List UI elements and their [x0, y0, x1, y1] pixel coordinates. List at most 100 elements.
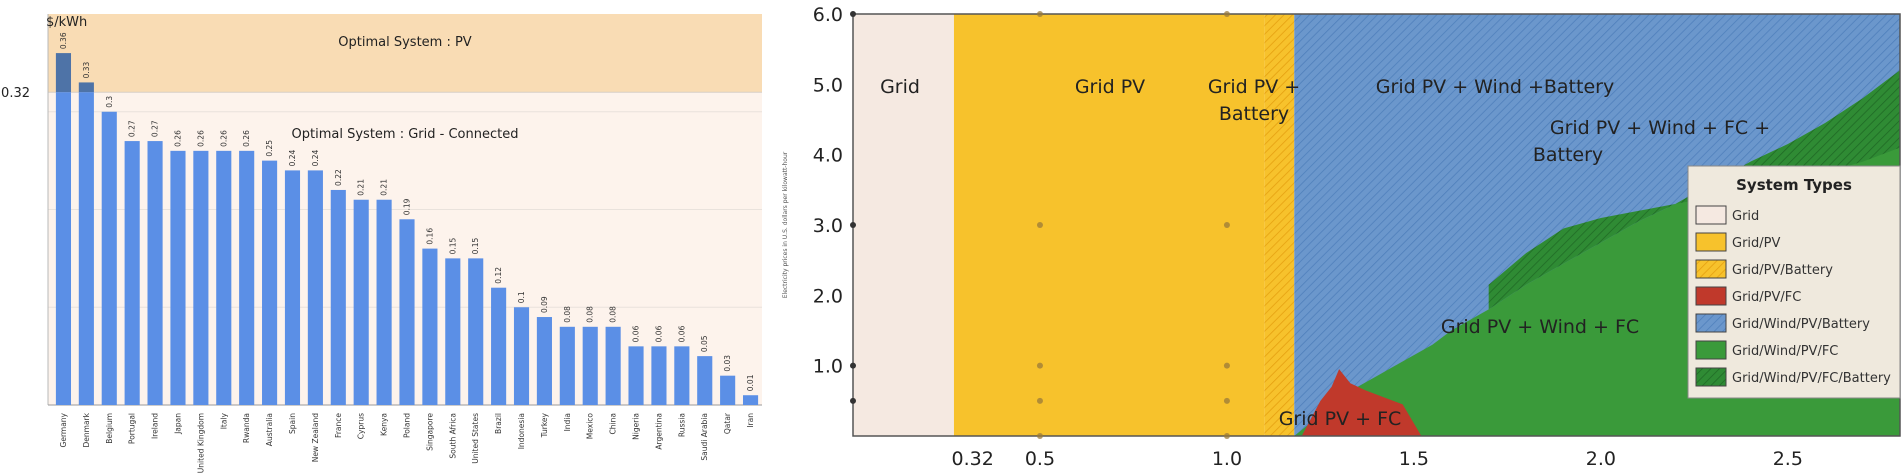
bar-value-label: 0.06	[677, 325, 686, 342]
country-tick-label: Turkey	[540, 412, 549, 438]
legend-swatch	[1695, 259, 1727, 279]
bar-value-label: 0.33	[82, 61, 91, 78]
bar	[445, 258, 461, 405]
country-tick-label: Argentina	[654, 413, 663, 450]
country-tick-label: India	[563, 413, 572, 431]
country-tick-label: Ireland	[151, 413, 160, 439]
bar-value-label: 0.21	[380, 179, 389, 196]
grid-pv-wind-fc-label: Grid PV + Wind + FC	[1441, 316, 1639, 338]
grid-pv-battery-label: Grid PV +	[1208, 76, 1300, 98]
bar-above-reference	[78, 82, 94, 93]
bar	[559, 326, 575, 405]
country-tick-label: Poland	[403, 413, 412, 438]
country-tick-label: United Kingdom	[196, 413, 205, 473]
bar-value-label: 0.21	[357, 179, 366, 196]
x-tick-label: 1.0	[1212, 448, 1242, 470]
legend-swatch	[1695, 205, 1727, 225]
grid-pv-region	[953, 14, 1265, 436]
bar-value-label: 0.15	[471, 237, 480, 254]
bar	[399, 219, 415, 405]
country-tick-label: Italy	[219, 412, 228, 429]
bar	[697, 356, 713, 405]
bar	[193, 150, 209, 405]
grid-pv-battery-label: Battery	[1219, 103, 1289, 125]
pv-optimal-region	[48, 14, 762, 93]
country-tick-label: Nigeria	[632, 413, 641, 440]
country-tick-label: China	[609, 413, 618, 434]
bar-value-label: 0.1	[517, 291, 526, 303]
legend-swatch	[1695, 232, 1727, 252]
legend-item-label: Grid/PV	[1732, 236, 1781, 251]
axis-point	[850, 362, 856, 369]
grid-pv-battery-region	[1264, 14, 1295, 436]
bar	[605, 326, 621, 405]
plot-frame	[852, 13, 1901, 437]
legend-item-label: Grid/Wind/PV/Battery	[1732, 317, 1870, 332]
bar	[124, 141, 140, 405]
bar-value-label: 0.03	[723, 355, 732, 372]
sample-point	[1223, 222, 1230, 228]
bar-value-label: 0.24	[288, 149, 297, 166]
country-tick-label: Iran	[746, 413, 755, 428]
bar-value-label: 0.16	[425, 228, 434, 245]
bar	[78, 92, 94, 405]
bar-value-label: 0.06	[654, 325, 663, 342]
country-tick-label: Mexico	[586, 413, 595, 440]
country-tick-label: Rwanda	[242, 413, 251, 443]
axis-point	[850, 11, 856, 17]
grid-pv-wind-fc-battery-label: Battery	[1533, 144, 1603, 166]
country-tick-label: Spain	[288, 413, 297, 434]
country-electricity-price-bar-chart: $/kWh 0.32 Optimal System : PV Optimal Syst…	[1, 14, 762, 473]
country-tick-label: Portugal	[128, 413, 137, 444]
country-tick-label: Indonesia	[517, 413, 526, 449]
legend-item-label: Grid/Wind/PV/FC	[1732, 344, 1838, 359]
bar-value-label: 0.25	[265, 140, 274, 157]
y-tick-label: 4.0	[813, 145, 843, 167]
bar-value-label: 0.26	[173, 130, 182, 147]
unit-label: $/kWh	[46, 15, 87, 30]
bar	[513, 307, 530, 405]
bar-value-label: 0.15	[448, 237, 457, 254]
bar	[307, 170, 323, 405]
bar	[147, 141, 163, 405]
bar	[330, 189, 346, 405]
bar-value-label: 0.08	[586, 306, 595, 323]
bar	[376, 199, 392, 405]
bar	[101, 111, 117, 405]
y-tick-label: 3.0	[813, 215, 843, 237]
grid-pv-wind-fc-region	[1294, 70, 1900, 437]
legend-swatch	[1695, 286, 1727, 306]
bar	[491, 287, 507, 405]
sample-point	[1223, 362, 1230, 369]
bar	[720, 375, 736, 405]
x-tick-label: 0.32	[952, 448, 994, 470]
legend-swatch	[1695, 367, 1727, 387]
bar	[284, 170, 301, 405]
bar-value-label: 0.36	[59, 32, 68, 49]
country-tick-label: Qatar	[723, 412, 732, 434]
grid-label: Grid	[880, 76, 920, 98]
x-tick-label: 2.0	[1586, 448, 1616, 470]
y-tick-label: 2.0	[813, 285, 843, 307]
bar	[536, 317, 552, 405]
sample-point	[1223, 11, 1230, 17]
bar	[422, 248, 438, 405]
bar	[651, 346, 667, 405]
sample-point	[1036, 362, 1043, 369]
bar	[216, 150, 232, 405]
legend-item-label: Grid/PV/Battery	[1732, 263, 1833, 278]
sample-point	[1036, 397, 1043, 404]
grid-pv-wind-fc-battery-region	[1488, 70, 1900, 310]
bar-value-label: 0.08	[563, 306, 572, 323]
bar-value-label: 0.22	[334, 169, 343, 186]
country-tick-label: Denmark	[82, 412, 91, 447]
bar	[582, 326, 598, 405]
bar-above-reference	[55, 53, 72, 93]
country-tick-label: New Zealand	[311, 413, 320, 463]
country-tick-label: France	[334, 413, 343, 438]
bar-value-label: 0.06	[632, 325, 641, 342]
legend-title: System Types	[1736, 176, 1852, 194]
bar-value-label: 0.27	[151, 120, 160, 137]
country-tick-label: Cyprus	[357, 413, 366, 439]
x-tick-label: 0.5	[1025, 448, 1055, 470]
